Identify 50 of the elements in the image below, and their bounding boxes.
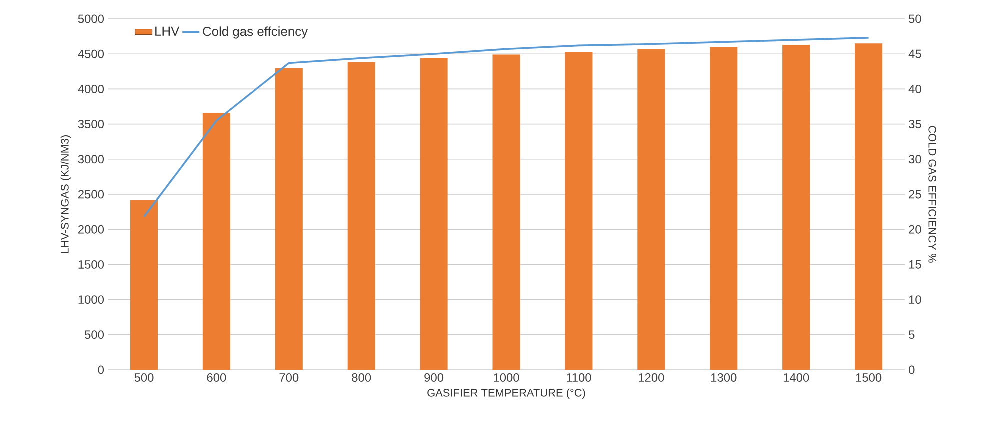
y-tick-label: 3500 — [78, 120, 104, 129]
y2-tick-label: 30 — [908, 155, 922, 164]
x-tick-label: 1000 — [494, 374, 520, 382]
bar — [202, 113, 230, 370]
bar — [710, 47, 738, 370]
y2-axis-title: COLD GAS EFFICIENCY % — [928, 126, 936, 263]
y-tick-label: 0 — [98, 366, 104, 374]
x-tick-label: 1400 — [784, 374, 810, 382]
y2-tick-label: 35 — [908, 120, 922, 129]
bar — [782, 44, 810, 370]
bar — [420, 58, 448, 370]
x-tick-label: 1300 — [711, 374, 737, 382]
bar — [275, 68, 303, 370]
x-tick-label: 1100 — [567, 374, 592, 382]
y2-tick-label: 20 — [909, 225, 922, 234]
legend-label: LHV — [156, 26, 180, 36]
y2-tick-label: 25 — [909, 190, 922, 199]
bar — [638, 49, 666, 370]
y-tick-label: 2500 — [78, 190, 104, 199]
y-tick-label: 4000 — [78, 84, 104, 94]
x-tick-label: 800 — [352, 374, 372, 382]
x-tick-label: 700 — [280, 374, 299, 382]
y-axis-title: LHV-SYNGAS (KJ/NM3) — [60, 136, 72, 254]
bar — [492, 54, 520, 370]
line-series — [143, 37, 870, 218]
x-tick-label: 600 — [207, 374, 226, 382]
bar — [565, 52, 593, 370]
bar — [855, 44, 883, 370]
y2-tick-label: 5 — [909, 330, 915, 340]
x-tick-label: 500 — [134, 374, 154, 382]
y2-tick-label: 0 — [909, 366, 915, 374]
y-tick-label: 3000 — [78, 155, 104, 164]
y2-tick-label: 40 — [908, 84, 922, 94]
y-tick-label: 4500 — [78, 50, 104, 58]
y2-tick-label: 45 — [908, 50, 922, 58]
x-tick-label: 1500 — [856, 374, 882, 382]
y2-tick-label: 15 — [909, 260, 922, 269]
x-tick-label: 900 — [424, 374, 444, 382]
y-tick-label: 1000 — [78, 296, 104, 304]
y-tick-label: 2000 — [78, 225, 104, 234]
x-axis-title: GASIFIER TEMPERATURE (°C) — [428, 388, 586, 400]
y2-tick-label: 50 — [909, 14, 922, 24]
x-tick-label: 1200 — [639, 374, 664, 382]
y-tick-label: 1500 — [78, 260, 104, 269]
y2-tick-label: 10 — [909, 296, 922, 304]
y-tick-label: 5000 — [78, 14, 104, 24]
y-tick-label: 500 — [85, 330, 104, 340]
bar — [130, 200, 158, 370]
bar — [348, 62, 376, 370]
legend-label: Cold gas effciency — [203, 26, 308, 39]
